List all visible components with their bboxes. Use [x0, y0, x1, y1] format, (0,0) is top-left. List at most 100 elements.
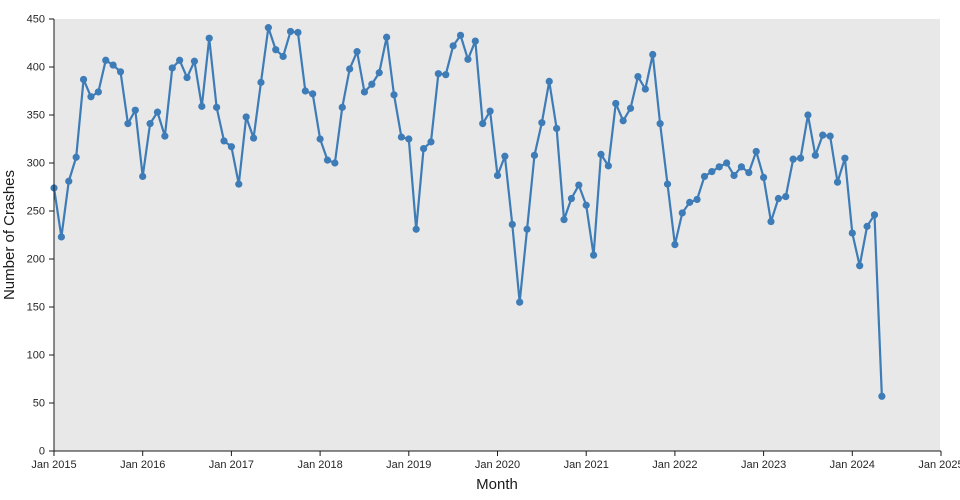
data-point-marker	[649, 50, 657, 59]
x-tick-label: Jan 2020	[475, 459, 520, 471]
data-point-marker	[641, 85, 649, 93]
data-point-marker	[626, 104, 635, 112]
data-point-marker	[575, 181, 583, 189]
data-point-marker	[79, 75, 88, 84]
data-point-marker	[220, 137, 228, 145]
y-tick-label: 50	[33, 398, 45, 410]
data-point-marker	[752, 147, 760, 156]
data-point-marker	[715, 163, 723, 171]
data-point-marker	[863, 222, 871, 230]
data-point-marker	[331, 159, 339, 167]
data-point-marker	[146, 120, 154, 128]
data-point-marker	[456, 31, 465, 39]
data-point-marker	[604, 162, 612, 170]
x-tick-label: Jan 2021	[564, 459, 609, 471]
data-point-marker	[619, 117, 627, 125]
data-point-marker	[301, 87, 309, 95]
data-point-marker	[368, 80, 376, 88]
data-point-marker	[323, 156, 332, 164]
data-point-marker	[131, 106, 139, 114]
data-point-marker	[582, 201, 590, 209]
data-point-marker	[471, 37, 479, 45]
data-point-marker	[213, 103, 221, 111]
data-point-marker	[516, 298, 524, 306]
data-point-marker	[656, 120, 664, 128]
data-point-marker	[264, 24, 272, 32]
data-point-marker	[612, 99, 620, 108]
data-point-marker	[700, 172, 709, 181]
data-point-marker	[870, 211, 879, 219]
data-point-marker	[65, 177, 73, 185]
data-point-marker	[94, 88, 102, 96]
x-tick-label: Jan 2015	[31, 459, 76, 471]
data-point-marker	[737, 163, 746, 171]
data-point-marker	[190, 57, 199, 65]
data-point-marker	[257, 78, 265, 86]
data-point-marker	[427, 138, 435, 146]
data-point-marker	[567, 194, 576, 203]
data-point-marker	[272, 46, 280, 54]
data-point-marker	[589, 251, 598, 259]
x-axis-title: Month	[476, 476, 518, 493]
data-point-marker	[782, 193, 790, 201]
data-point-marker	[878, 392, 886, 400]
data-point-marker	[249, 134, 258, 142]
data-point-marker	[286, 27, 295, 36]
x-tick-label: Jan 2024	[830, 459, 875, 471]
x-tick-label: Jan 2022	[652, 459, 697, 471]
data-point-marker	[449, 42, 457, 50]
data-point-marker	[153, 108, 162, 116]
x-tick-label: Jan 2017	[209, 459, 254, 471]
data-point-marker	[789, 155, 797, 163]
data-point-marker	[235, 180, 243, 188]
y-tick-label: 150	[27, 302, 45, 314]
data-point-marker	[671, 241, 679, 249]
data-point-marker	[560, 216, 568, 224]
data-point-marker	[139, 172, 147, 181]
y-axis-title: Number of Crashes	[1, 170, 18, 300]
data-point-marker	[530, 151, 539, 159]
data-point-marker	[493, 171, 502, 180]
data-point-marker	[205, 34, 213, 42]
data-point-marker	[796, 154, 805, 162]
data-point-marker	[693, 195, 701, 204]
data-point-marker	[198, 102, 206, 110]
data-point-marker	[723, 159, 731, 167]
axis-ticks: 0 50 100 150 200 250 300 350 400 450 Jan 2015 Jan 2…	[27, 14, 960, 472]
data-point-marker	[841, 154, 849, 162]
data-point-marker	[745, 169, 753, 177]
data-point-marker	[346, 65, 354, 73]
data-point-marker	[176, 56, 184, 64]
data-point-marker	[242, 113, 250, 121]
data-point-marker	[390, 91, 398, 99]
y-tick-label: 0	[39, 446, 45, 458]
data-point-marker	[523, 225, 531, 233]
data-point-marker	[833, 178, 842, 186]
data-point-marker	[294, 28, 302, 37]
data-point-marker	[109, 61, 117, 69]
data-point-marker	[375, 69, 383, 77]
data-point-marker	[383, 33, 391, 41]
data-point-marker	[678, 209, 686, 217]
data-point-marker	[804, 111, 812, 119]
data-point-marker	[183, 73, 191, 82]
x-tick-label: Jan 2025	[918, 459, 960, 471]
data-point-marker	[819, 131, 827, 139]
data-point-marker	[501, 152, 509, 160]
data-point-marker	[848, 229, 856, 237]
data-point-marker	[811, 151, 819, 159]
data-point-marker	[663, 180, 672, 188]
x-tick-label: Jan 2016	[120, 459, 165, 471]
y-tick-label: 400	[27, 62, 45, 74]
data-point-marker	[116, 68, 125, 76]
data-point-marker	[826, 132, 834, 140]
x-tick-label: Jan 2023	[741, 459, 786, 471]
data-point-marker	[161, 132, 169, 140]
data-point-marker	[767, 217, 775, 226]
data-point-marker	[708, 168, 716, 176]
x-tick-label: Jan 2019	[386, 459, 431, 471]
data-point-marker	[168, 64, 176, 72]
data-point-marker	[553, 124, 561, 133]
